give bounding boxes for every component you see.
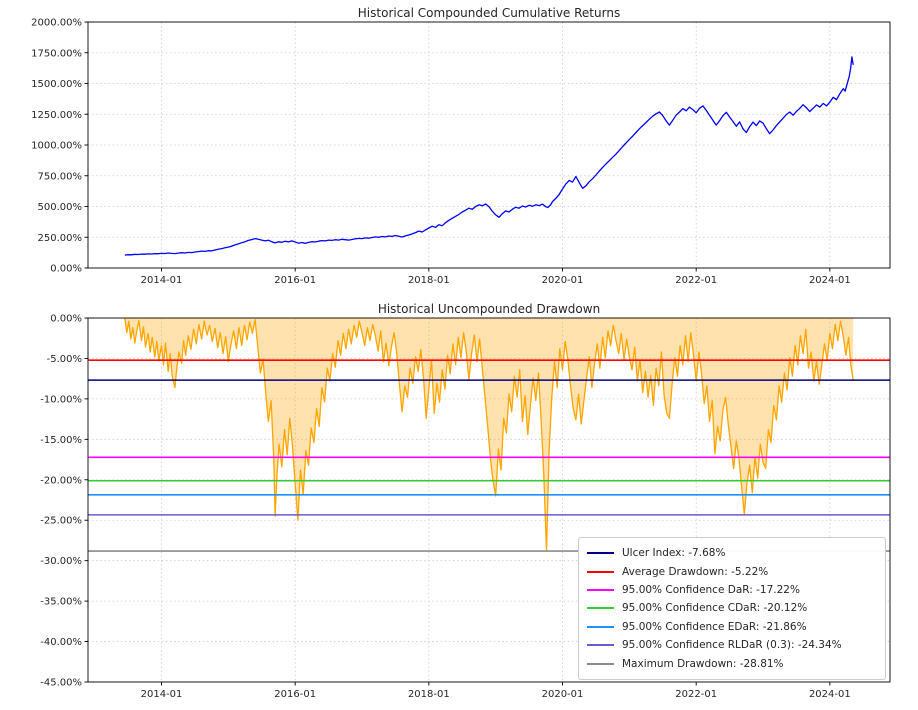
returns-series-line — [124, 56, 854, 256]
legend-label: 95.00% Confidence EDaR: -21.86% — [622, 620, 807, 633]
legend-line-swatch — [587, 552, 614, 555]
x-tick-label: 2014-01 — [141, 689, 183, 700]
y-tick-label: 2000.00% — [31, 18, 82, 29]
legend-line-swatch — [587, 607, 614, 610]
x-tick-label: 2024-01 — [809, 275, 851, 286]
y-tick-label: -5.00% — [47, 354, 82, 365]
x-tick-label: 2016-01 — [274, 275, 316, 286]
drawdown-series-line — [124, 317, 854, 552]
legend-label: Average Drawdown: -5.22% — [622, 565, 769, 578]
y-tick-label: -40.00% — [40, 637, 82, 648]
y-tick-label: -10.00% — [40, 394, 82, 405]
y-tick-label: -20.00% — [40, 475, 82, 486]
legend-item-ulcer-index: Ulcer Index: -7.68% — [587, 544, 877, 562]
y-tick-label: 1750.00% — [31, 48, 82, 59]
y-tick-label: 1000.00% — [31, 141, 82, 152]
drawdown-chart-title: Historical Uncompounded Drawdown — [377, 302, 601, 316]
y-tick-label: -30.00% — [40, 556, 82, 567]
y-tick-label: 500.00% — [38, 202, 83, 213]
legend-line-swatch — [587, 644, 614, 647]
drawdown-plot: 2014-01 2016-01 2018-01 2020-01 2022-01 2024-… — [40, 314, 891, 700]
returns-plot: 2014-01 2016-01 2018-01 2020-01 2022-01 2024-… — [31, 18, 891, 286]
legend-label: 95.00% Confidence DaR: -17.22% — [622, 583, 800, 596]
y-tick-label: -35.00% — [40, 597, 82, 608]
legend-item-average-drawdown: Average Drawdown: -5.22% — [587, 562, 877, 580]
legend-label: Ulcer Index: -7.68% — [622, 547, 726, 560]
legend-line-swatch — [587, 625, 614, 628]
y-tick-label: 750.00% — [38, 171, 83, 182]
x-tick-label: 2014-01 — [141, 275, 183, 286]
y-tick-label: -15.00% — [40, 435, 82, 446]
y-tick-label: 0.00% — [50, 314, 82, 325]
legend-label: 95.00% Confidence CDaR: -20.12% — [622, 602, 808, 615]
returns-grid-lines — [88, 21, 890, 269]
legend-line-swatch — [587, 662, 614, 665]
x-tick-label: 2018-01 — [408, 275, 450, 286]
legend-line-swatch — [587, 570, 614, 573]
x-tick-label: 2020-01 — [542, 275, 584, 286]
y-tick-label: 1500.00% — [31, 79, 82, 90]
returns-x-axis: 2014-01 2016-01 2018-01 2020-01 2022-01 2024-… — [141, 268, 851, 286]
drawdown-y-axis: 0.00% -5.00% -10.00% -15.00% -20.00% -25.00% -… — [40, 314, 88, 689]
x-tick-label: 2022-01 — [675, 275, 717, 286]
legend-label: 95.00% Confidence RLDaR (0.3): -24.34% — [622, 639, 842, 652]
drawdown-legend: Ulcer Index: -7.68% Average Drawdown: -5.… — [578, 537, 886, 680]
legend-item-edar-95: 95.00% Confidence EDaR: -21.86% — [587, 618, 877, 636]
x-tick-label: 2024-01 — [809, 689, 851, 700]
y-tick-label: -25.00% — [40, 516, 82, 527]
returns-y-axis: 0.00% 250.00% 500.00% 750.00% 1000.00% 1250.0… — [31, 18, 88, 275]
x-tick-label: 2016-01 — [274, 689, 316, 700]
y-tick-label: 0.00% — [50, 264, 82, 275]
legend-label: Maximum Drawdown: -28.81% — [622, 657, 784, 670]
x-tick-label: 2018-01 — [408, 689, 450, 700]
returns-chart-title: Historical Compounded Cumulative Returns — [357, 6, 621, 20]
legend-item-cdar-95: 95.00% Confidence CDaR: -20.12% — [587, 599, 877, 617]
y-tick-label: -45.00% — [40, 678, 82, 689]
y-tick-label: 250.00% — [38, 233, 83, 244]
legend-item-max-drawdown: Maximum Drawdown: -28.81% — [587, 654, 877, 672]
legend-item-dar-95: 95.00% Confidence DaR: -17.22% — [587, 581, 877, 599]
legend-item-rldar-95: 95.00% Confidence RLDaR (0.3): -24.34% — [587, 636, 877, 654]
y-tick-label: 1250.00% — [31, 110, 82, 121]
drawdown-plot-border — [87, 317, 891, 683]
drawdown-x-axis: 2014-01 2016-01 2018-01 2020-01 2022-01 2024-… — [141, 682, 851, 700]
legend-line-swatch — [587, 588, 614, 591]
x-tick-label: 2022-01 — [675, 689, 717, 700]
x-tick-label: 2020-01 — [542, 689, 584, 700]
